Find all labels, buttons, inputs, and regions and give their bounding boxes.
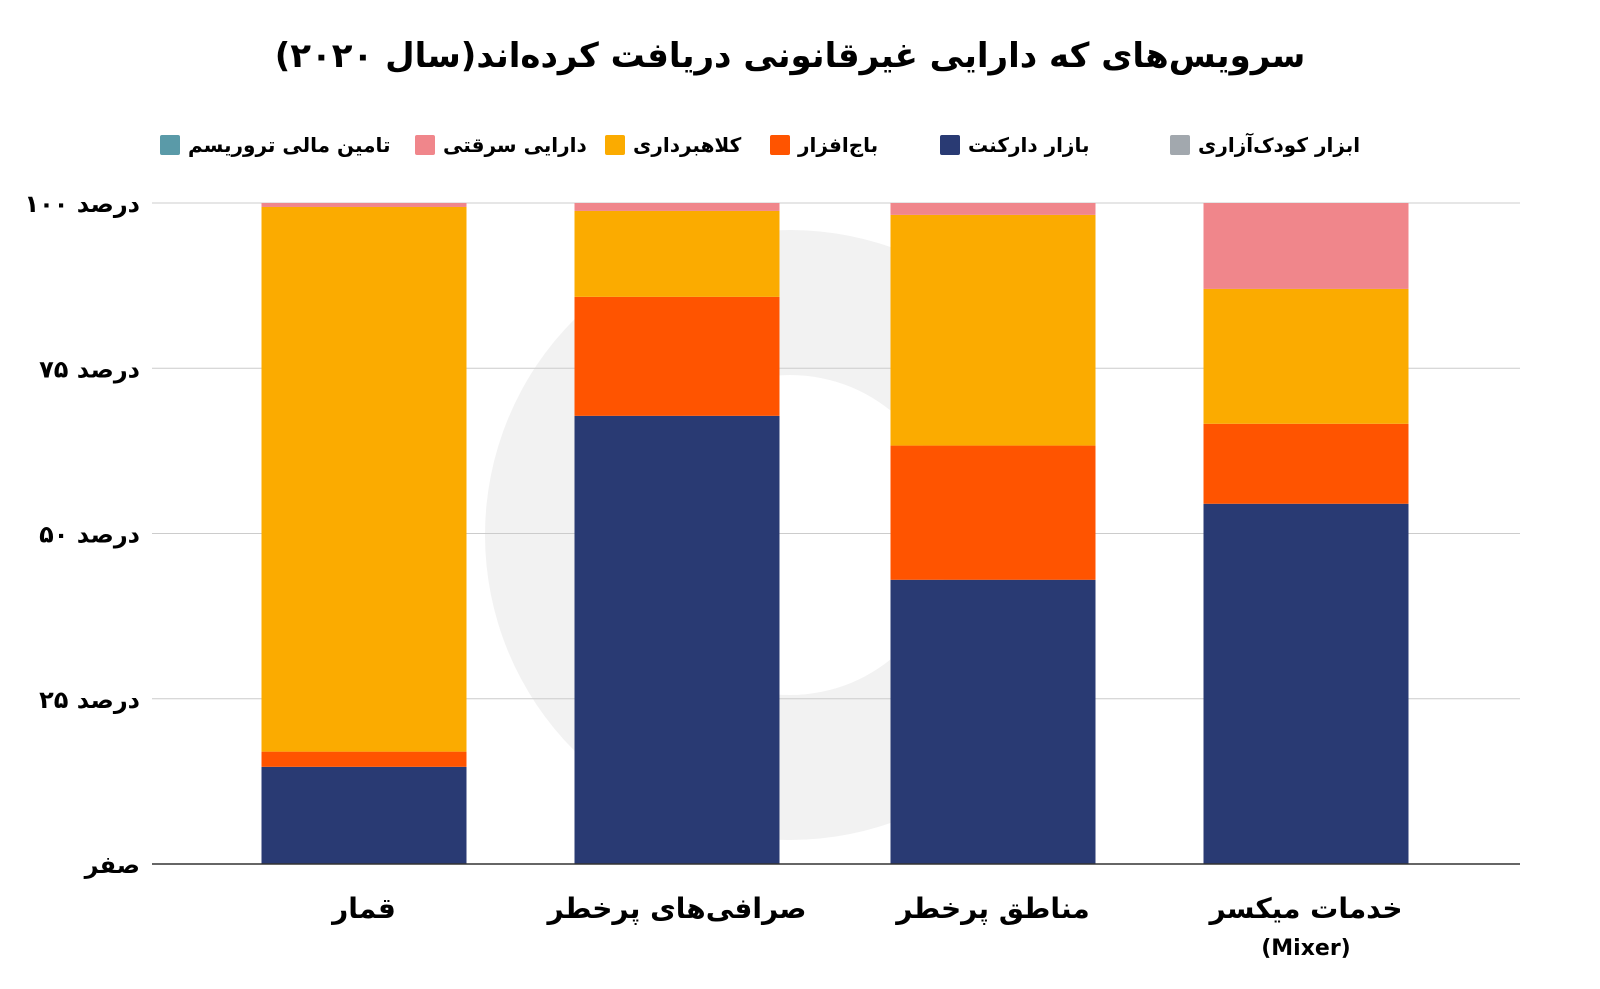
- bar-segment: [890, 445, 1096, 580]
- x-category-label: قمار: [330, 892, 396, 925]
- x-category-label: مناطق پرخطر: [894, 892, 1089, 925]
- legend-label: ابزار کودک‌آزاری: [1198, 133, 1361, 157]
- legend-swatch: [605, 135, 625, 155]
- legend-item: تامین مالی تروریسم: [160, 133, 391, 157]
- x-category-label: خدمات میکسر: [1207, 892, 1402, 925]
- bar-segment: [890, 214, 1096, 446]
- x-category-label: صرافی‌های پرخطر: [546, 892, 807, 925]
- bar-segment: [1203, 503, 1409, 864]
- legend-label: کلاهبرداری: [633, 133, 742, 157]
- bar-segment: [1203, 423, 1409, 504]
- chart-title: سرویس‌های که دارایی غیرقانونی دریافت کرد…: [274, 36, 1306, 76]
- bar-segment: [261, 206, 467, 752]
- bar-segment: [261, 751, 467, 767]
- y-tick-label: درصد ۱۰۰: [25, 190, 141, 218]
- legend-swatch: [770, 135, 790, 155]
- legend-item: باج‌افزار: [770, 133, 878, 157]
- legend-item: کلاهبرداری: [605, 133, 741, 157]
- y-tick-label: درصد ۷۵: [39, 355, 140, 383]
- y-tick-label: صفر: [84, 851, 140, 879]
- bar-segment: [890, 579, 1096, 864]
- bar-segment: [890, 203, 1096, 215]
- bar-segment: [574, 415, 780, 864]
- legend-swatch: [415, 135, 435, 155]
- bar-segment: [261, 203, 467, 207]
- bar-segment: [1203, 288, 1409, 424]
- legend-swatch: [160, 135, 180, 155]
- y-tick-label: درصد ۲۵: [39, 686, 140, 714]
- legend-item: بازار دارکنت: [940, 133, 1089, 157]
- legend-item: ابزار کودک‌آزاری: [1170, 133, 1360, 157]
- legend-swatch: [1170, 135, 1190, 155]
- y-tick-label: درصد ۵۰: [39, 521, 140, 549]
- legend-label: تامین مالی تروریسم: [188, 133, 391, 157]
- bar-segment: [574, 203, 780, 211]
- x-category-sublabel: (Mixer): [1261, 936, 1351, 961]
- legend-item: دارایی سرقتی: [415, 133, 587, 157]
- bar-segment: [574, 296, 780, 416]
- legend: ابزار کودک‌آزاری بازار دارکنت باج‌افزار کلا…: [150, 133, 1380, 163]
- legend-label: بازار دارکنت: [968, 133, 1090, 157]
- legend-swatch: [940, 135, 960, 155]
- bar-segment: [1203, 203, 1409, 289]
- bar-segment: [261, 766, 467, 864]
- legend-label: دارایی سرقتی: [443, 133, 587, 157]
- legend-label: باج‌افزار: [798, 133, 879, 157]
- bar-segment: [574, 210, 780, 297]
